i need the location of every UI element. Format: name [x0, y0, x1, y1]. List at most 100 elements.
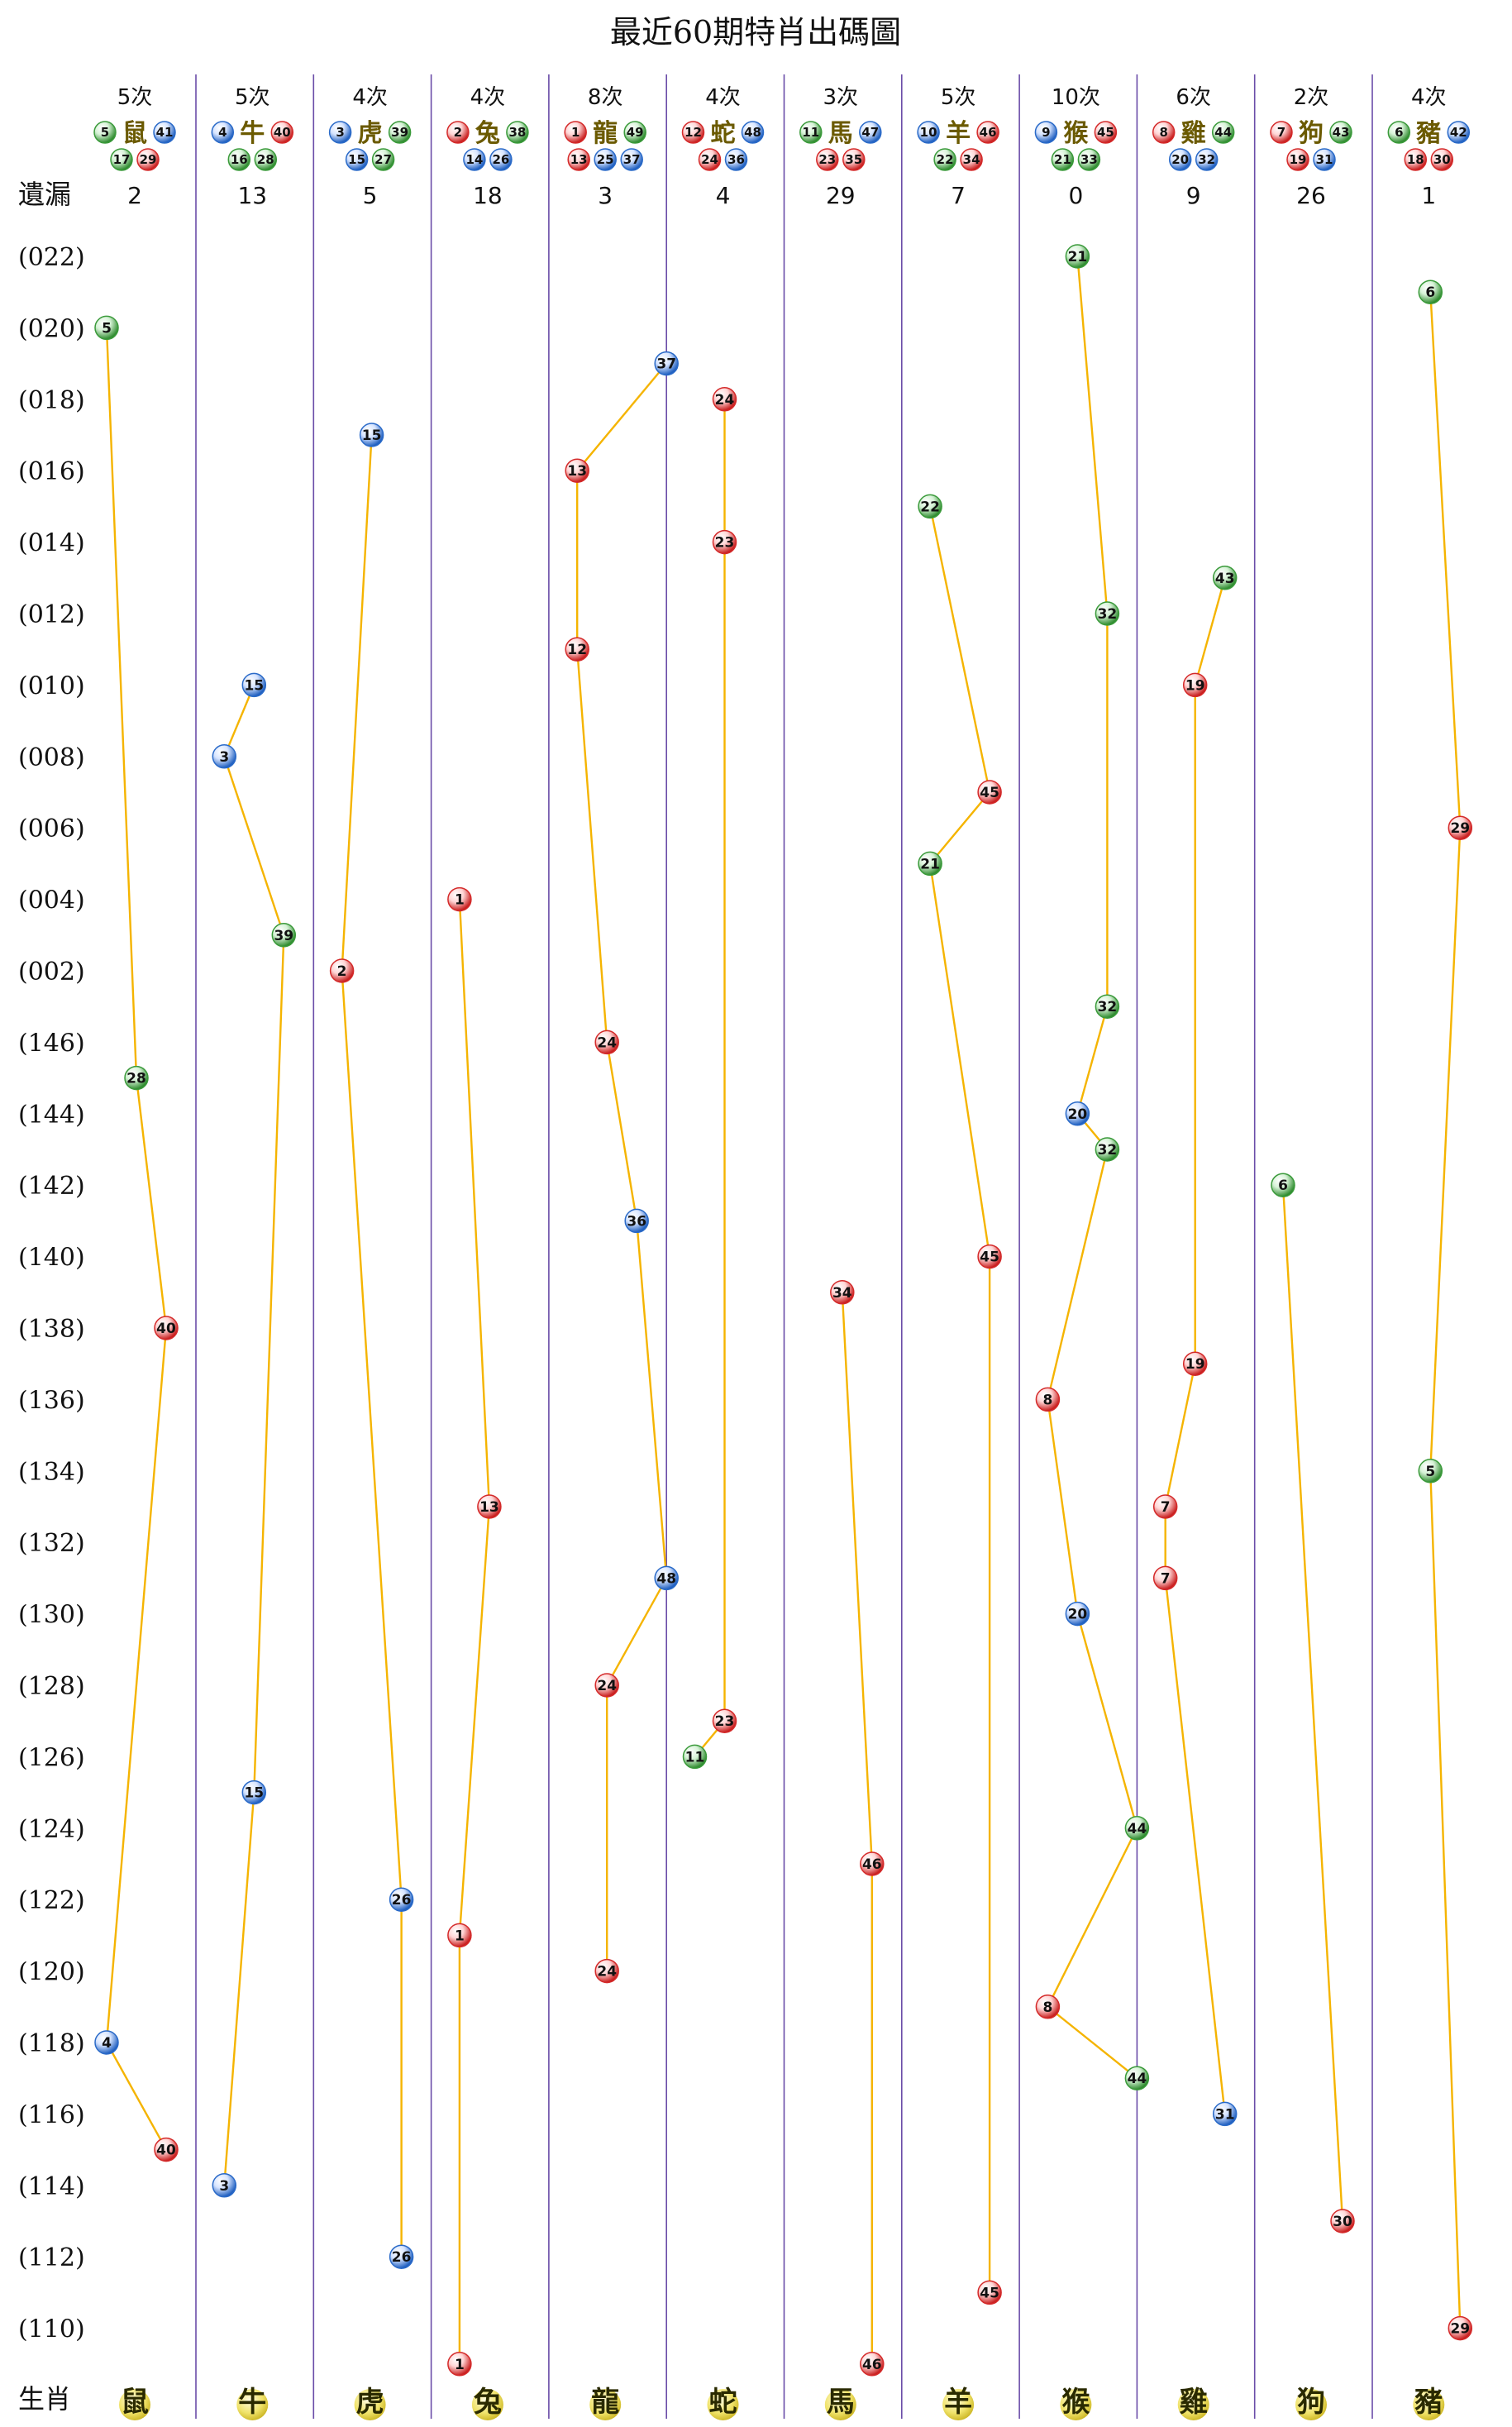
row-label: (120): [18, 1958, 85, 1987]
data-point-number: 1: [455, 1928, 465, 1944]
header-number: 46: [976, 121, 999, 144]
data-point-number: 2: [337, 963, 347, 980]
footer-zodiac-label: 猴: [1061, 2386, 1090, 2419]
series-line: [458, 899, 491, 2364]
column-header: 3次 11 馬 47 23 35 29: [799, 85, 882, 209]
data-point-number: 8: [1042, 1392, 1052, 1408]
data-point-circle: [1330, 2209, 1355, 2234]
column-header: 4次 2 兔 38 14 26 18: [446, 85, 529, 209]
data-point-circle: [124, 1065, 149, 1091]
footer-zodiac: 牛: [236, 2386, 269, 2420]
data-point: 13: [565, 458, 589, 483]
data-point: 40: [154, 2137, 179, 2162]
data-point: 1: [447, 1923, 472, 1948]
chart-title: 最近60期特肖出碼圖: [610, 14, 901, 50]
header-number-circle: [211, 121, 235, 144]
header-number-circle: [1430, 148, 1454, 171]
row-label: (132): [18, 1529, 85, 1558]
occurrence-count: 5次: [117, 85, 153, 110]
header-number: 42: [1447, 121, 1471, 144]
data-point: 13: [477, 1494, 502, 1519]
data-point-number: 31: [1215, 2106, 1235, 2123]
row-label: (110): [18, 2315, 85, 2344]
header-number-circle: [371, 148, 395, 171]
data-point-circle: [1035, 1387, 1061, 1412]
data-point: 5: [1418, 1459, 1443, 1483]
data-point-number: 6: [1278, 1178, 1288, 1194]
omission-label: 遺漏: [18, 179, 71, 210]
header-number-number: 30: [1433, 152, 1451, 167]
header-number: 22: [933, 148, 956, 171]
header-number-number: 36: [727, 152, 745, 167]
footer-zodiac: 虎: [354, 2386, 386, 2420]
data-point: 26: [389, 1887, 414, 1912]
header-number: 6: [1387, 121, 1411, 144]
data-point-circle: [977, 2280, 1002, 2305]
header-number: 40: [270, 121, 294, 144]
data-point: 6: [1418, 279, 1443, 304]
column-header: 8次 1 龍 49 13 25 37 3: [564, 85, 646, 209]
header-number: 15: [345, 148, 369, 171]
header-number: 35: [842, 148, 866, 171]
header-number-number: 28: [257, 152, 274, 167]
zodiac-label: 生肖: [18, 2383, 71, 2415]
header-number-number: 46: [980, 125, 997, 140]
footer-zodiac-circle: [471, 2389, 503, 2420]
row-label: (116): [18, 2100, 85, 2129]
omission-value: 1: [1421, 182, 1436, 209]
header-number-circle: [1051, 148, 1075, 171]
header-number: 30: [1430, 148, 1454, 171]
header-number-number: 34: [963, 152, 980, 167]
occurrence-count: 4次: [705, 85, 741, 110]
data-point-number: 15: [244, 677, 264, 694]
data-point-circle: [830, 1280, 855, 1305]
row-label: (146): [18, 1029, 85, 1058]
omission-value: 4: [716, 182, 731, 209]
series-line: [694, 399, 726, 1758]
data-point-number: 13: [567, 463, 587, 480]
header-number: 26: [489, 148, 513, 171]
occurrence-count: 4次: [352, 85, 388, 110]
data-point: 7: [1152, 1494, 1178, 1519]
data-point-number: 20: [1068, 1607, 1088, 1623]
header-number: 23: [816, 148, 839, 171]
data-point: 31: [1212, 2101, 1238, 2127]
header-number-circle: [270, 121, 294, 144]
data-point-circle: [1418, 1459, 1443, 1483]
row-label: (016): [18, 457, 85, 486]
header-number-number: 18: [1407, 152, 1424, 167]
data-point-number: 15: [362, 428, 382, 444]
footer-zodiac-circle: [236, 2389, 269, 2420]
header-number-circle: [1447, 121, 1471, 144]
data-point-circle: [977, 780, 1002, 805]
footer-zodiac-label: 龍: [591, 2386, 619, 2419]
header-number-number: 25: [597, 152, 614, 167]
omission-value: 0: [1068, 182, 1083, 209]
data-point-circle: [1152, 1565, 1178, 1591]
data-point-number: 1: [455, 892, 465, 909]
series-line: [1164, 577, 1226, 2114]
data-point-number: 22: [920, 499, 940, 515]
data-point-circle: [1448, 815, 1473, 840]
row-label: (018): [18, 386, 85, 415]
data-point: 15: [241, 672, 267, 698]
data-point: 21: [918, 851, 942, 877]
data-point-circle: [241, 672, 267, 698]
occurrence-count: 4次: [1411, 85, 1447, 110]
header-number-number: 12: [684, 125, 702, 140]
data-point-number: 23: [715, 1713, 735, 1730]
header-number-number: 1: [571, 125, 580, 140]
data-point-number: 15: [244, 1785, 264, 1802]
data-point-number: 4: [102, 2035, 112, 2052]
header-number-number: 38: [508, 125, 526, 140]
data-point-number: 28: [126, 1071, 146, 1087]
data-point-circle: [94, 2030, 119, 2055]
series-line: [928, 506, 991, 2293]
header-number-circle: [1195, 148, 1219, 171]
data-point-number: 7: [1161, 1570, 1171, 1587]
header-number: 14: [463, 148, 486, 171]
data-point-circle: [1212, 2101, 1238, 2127]
footer-zodiac: 馬: [824, 2386, 856, 2420]
data-point-circle: [1182, 672, 1208, 698]
header-number-number: 10: [920, 125, 937, 140]
